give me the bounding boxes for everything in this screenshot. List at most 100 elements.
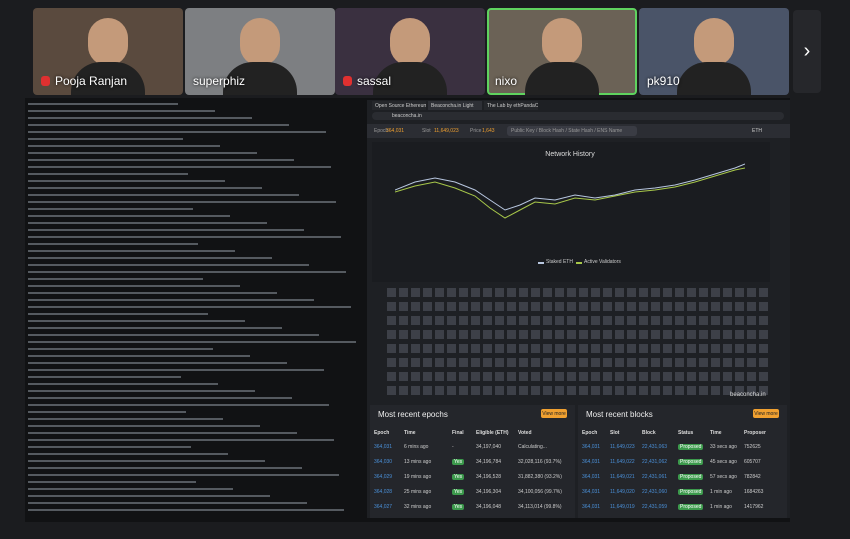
avatar [240, 18, 280, 66]
heatmap-cell [711, 372, 720, 381]
table-cell: 22,431,061 [642, 474, 668, 480]
view-more-button[interactable]: View more [541, 409, 567, 418]
heatmap-cell [495, 288, 504, 297]
table-cell: 34,197,040 [476, 444, 502, 450]
heatmap-cell [483, 316, 492, 325]
status-badge: Yes [452, 459, 465, 465]
heatmap-cell [675, 302, 684, 311]
table-cell: 11,649,019 [610, 504, 635, 510]
participant-name: sassal [357, 74, 392, 88]
heatmap-cell [639, 288, 648, 297]
heatmap-cell [579, 358, 588, 367]
heatmap-cell [411, 386, 420, 395]
table-cell[interactable]: 364,027 [374, 504, 393, 510]
terminal-line [28, 467, 302, 469]
heatmap-cell [423, 358, 432, 367]
heatmap-cell [531, 386, 540, 395]
column-header: Eligible (ETH) [476, 430, 509, 436]
table-cell[interactable]: 364,031 [582, 459, 601, 465]
heatmap-cell [627, 316, 636, 325]
table-cell[interactable]: 364,031 [374, 444, 393, 450]
avatar-body [71, 62, 145, 95]
heatmap-cell [543, 372, 552, 381]
heatmap-cell [387, 302, 396, 311]
column-header: Final [452, 430, 464, 436]
heatmap-cell [687, 358, 696, 367]
terminal-line [28, 418, 223, 420]
terminal-line [28, 502, 307, 504]
heatmap-cell [603, 288, 612, 297]
terminal-line [28, 439, 334, 441]
browser-tab[interactable]: Open Source Ethereum I [372, 101, 426, 110]
table-cell: 57 secs ago [710, 474, 737, 480]
heatmap-cell [699, 372, 708, 381]
heatmap-cell [615, 372, 624, 381]
heatmap-cell [471, 316, 480, 325]
heatmap-cell [615, 344, 624, 353]
participant-name: superphiz [193, 74, 246, 88]
heatmap-cell [735, 288, 744, 297]
heatmap-cell [627, 302, 636, 311]
stat-label: Slot [422, 128, 431, 134]
heatmap-cell [615, 330, 624, 339]
table-cell[interactable]: 364,031 [582, 474, 601, 480]
url-bar[interactable]: beaconcha.in [372, 112, 784, 120]
table-cell[interactable]: 364,030 [374, 459, 393, 465]
table-cell: 11,649,020 [610, 489, 635, 495]
search-box[interactable]: Public Key / Block Hash / State Hash / E… [507, 126, 637, 136]
heatmap-cell [399, 372, 408, 381]
currency[interactable]: ETH [752, 128, 762, 134]
avatar [390, 18, 430, 66]
terminal-line [28, 397, 292, 399]
heatmap-cell [699, 386, 708, 395]
heatmap-cell [555, 386, 564, 395]
terminal-line [28, 495, 270, 497]
status-badge: Proposed [678, 444, 704, 450]
status-badge: Proposed [678, 489, 704, 495]
heatmap-cell [711, 330, 720, 339]
column-header: Voted [518, 430, 532, 436]
browser-tab[interactable]: Beaconcha.in Light [428, 101, 482, 110]
table-cell[interactable]: 364,031 [582, 504, 601, 510]
heatmap-cell [747, 288, 756, 297]
heatmap-cell [627, 344, 636, 353]
heatmap-cell [387, 288, 396, 297]
heatmap-cell [687, 316, 696, 325]
heatmap-cell [639, 358, 648, 367]
heatmap-cell [627, 330, 636, 339]
terminal-line [28, 348, 213, 350]
view-more-button[interactable]: View more [753, 409, 779, 418]
table-cell[interactable]: 364,031 [582, 444, 601, 450]
browser-tab[interactable]: The Lab by ethPandaOps [484, 101, 538, 110]
heatmap-cell [447, 344, 456, 353]
terminal-line [28, 509, 344, 511]
table-cell[interactable]: 364,029 [374, 474, 393, 480]
next-arrow[interactable]: › [793, 10, 821, 93]
heatmap-cell [735, 316, 744, 325]
heatmap-cell [387, 372, 396, 381]
heatmap-cell [435, 358, 444, 367]
table-cell[interactable]: 364,028 [374, 489, 393, 495]
heatmap-cell [591, 344, 600, 353]
terminal-line [28, 152, 257, 154]
terminal-line [28, 369, 324, 371]
table-cell[interactable]: 364,031 [582, 489, 601, 495]
heatmap-cell [579, 386, 588, 395]
heatmap-cell [483, 372, 492, 381]
heatmap-cell [459, 302, 468, 311]
heatmap-cell [423, 372, 432, 381]
terminal-line [28, 180, 225, 182]
heatmap-cell [663, 330, 672, 339]
heatmap-cell [519, 344, 528, 353]
heatmap-cell [411, 302, 420, 311]
table-cell: 1 min ago [710, 504, 732, 510]
terminal-line [28, 411, 186, 413]
terminal-line [28, 257, 272, 259]
legend-label: Staked ETH [546, 259, 573, 265]
terminal-line [28, 173, 188, 175]
heatmap-cell [699, 330, 708, 339]
heatmap-cell [435, 344, 444, 353]
heatmap-cell [651, 330, 660, 339]
terminal-line [28, 390, 255, 392]
